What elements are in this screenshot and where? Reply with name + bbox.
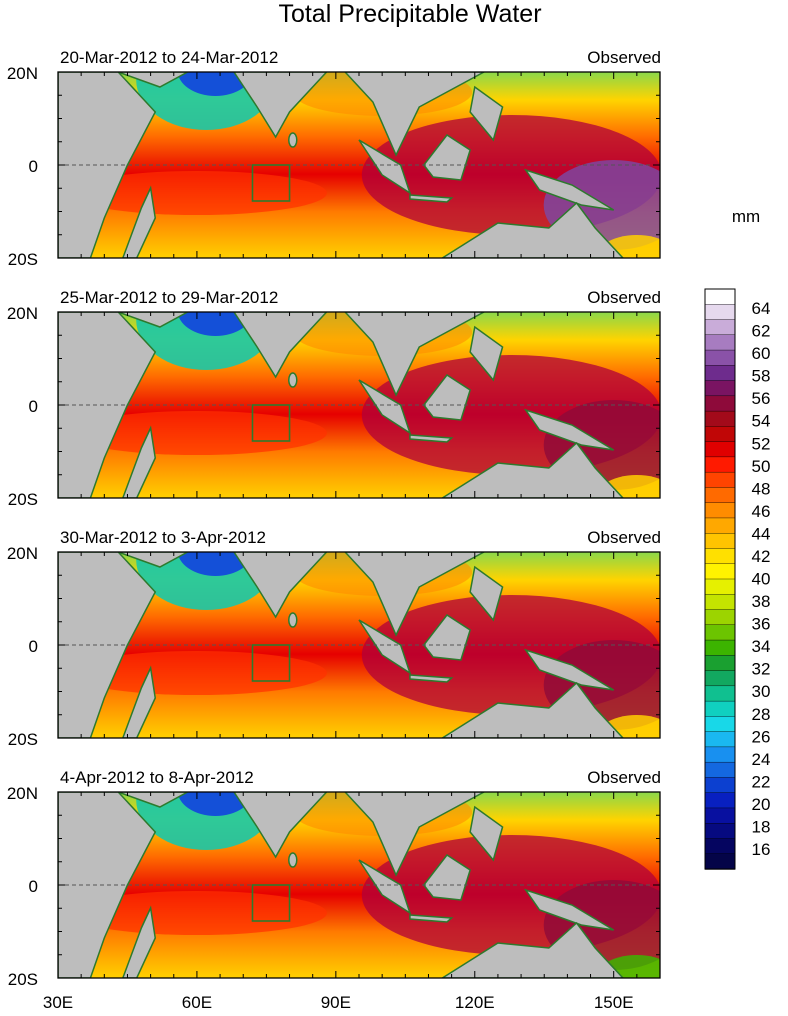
colorbar-tick-label: 40 bbox=[752, 570, 771, 589]
lat-label: 20S bbox=[8, 970, 38, 989]
lat-label: 0 bbox=[29, 637, 38, 656]
lon-label: 120E bbox=[455, 993, 495, 1012]
lat-label: 0 bbox=[29, 397, 38, 416]
colorbar-tick-label: 20 bbox=[752, 795, 771, 814]
lon-label: 90E bbox=[321, 993, 351, 1012]
colorbar-swatch bbox=[704, 700, 736, 718]
lat-label: 20N bbox=[7, 304, 38, 323]
colorbar-swatch bbox=[704, 533, 736, 550]
panel-observed-label: Observed bbox=[587, 528, 661, 547]
colorbar-tick-label: 16 bbox=[752, 840, 771, 859]
colorbar-swatch bbox=[704, 441, 736, 458]
colorbar-swatch bbox=[704, 792, 736, 809]
colorbar-tick-label: 50 bbox=[752, 457, 771, 476]
panel-date-range: 25-Mar-2012 to 29-Mar-2012 bbox=[60, 288, 278, 307]
colorbar: 64 62 60 58 56 54 52 50 48 46 44 42 40 38 36 34 32 30 28 26… bbox=[704, 288, 771, 870]
colorbar-swatch bbox=[704, 563, 736, 580]
lat-label: 0 bbox=[29, 877, 38, 896]
colorbar-swatch bbox=[704, 288, 736, 305]
colorbar-tick-label: 44 bbox=[752, 524, 771, 543]
lat-label: 0 bbox=[29, 157, 38, 176]
colorbar-tick-label: 34 bbox=[752, 637, 771, 656]
colorbar-swatch bbox=[704, 609, 736, 626]
lat-label: 20S bbox=[8, 730, 38, 749]
colorbar-swatch bbox=[704, 594, 736, 611]
lon-label: 30E bbox=[43, 993, 73, 1012]
colorbar-swatch bbox=[704, 502, 736, 519]
colorbar-swatch bbox=[704, 410, 736, 428]
panel-observed-label: Observed bbox=[587, 288, 661, 307]
lat-label: 20S bbox=[8, 250, 38, 269]
panel-observed-label: Observed bbox=[587, 48, 661, 67]
colorbar-swatch bbox=[704, 807, 736, 824]
lat-label: 20S bbox=[8, 490, 38, 509]
colorbar-tick-label: 36 bbox=[752, 615, 771, 634]
colorbar-swatch bbox=[704, 456, 736, 473]
colorbar-tick-label: 30 bbox=[752, 682, 771, 701]
lat-label: 20N bbox=[7, 544, 38, 563]
colorbar-swatch bbox=[704, 639, 736, 657]
colorbar-tick-label: 24 bbox=[752, 750, 771, 769]
lon-label: 150E bbox=[594, 993, 634, 1012]
lon-label: 60E bbox=[182, 993, 212, 1012]
colorbar-swatch bbox=[704, 761, 736, 779]
panel-date-range: 4-Apr-2012 to 8-Apr-2012 bbox=[60, 768, 254, 787]
panel-date-range: 20-Mar-2012 to 24-Mar-2012 bbox=[60, 48, 278, 67]
colorbar-tick-label: 62 bbox=[752, 322, 771, 341]
colorbar-swatch bbox=[704, 517, 736, 534]
colorbar-tick-label: 18 bbox=[752, 817, 771, 836]
colorbar-swatch bbox=[704, 853, 736, 870]
colorbar-tick-label: 42 bbox=[752, 547, 771, 566]
colorbar-tick-label: 38 bbox=[752, 592, 771, 611]
colorbar-swatch bbox=[704, 548, 736, 565]
colorbar-swatch bbox=[704, 777, 736, 794]
colorbar-tick-label: 26 bbox=[752, 727, 771, 746]
colorbar-swatch bbox=[704, 624, 736, 641]
colorbar-swatch bbox=[704, 731, 736, 748]
colorbar-tick-label: 64 bbox=[752, 299, 771, 318]
map-panel: 20N 0 20S 20-Mar-2012 to 24-Mar-2012 Observe… bbox=[7, 48, 661, 269]
map-panel: 20N 0 20S 4-Apr-2012 to 8-Apr-2012 Observed bbox=[7, 768, 661, 989]
colorbar-swatch bbox=[704, 319, 736, 336]
panel-date-range: 30-Mar-2012 to 3-Apr-2012 bbox=[60, 528, 266, 547]
colorbar-swatch bbox=[704, 471, 736, 489]
colorbar-tick-label: 22 bbox=[752, 772, 771, 791]
lat-label: 20N bbox=[7, 784, 38, 803]
colorbar-tick-label: 28 bbox=[752, 705, 771, 724]
colorbar-tick-label: 58 bbox=[752, 367, 771, 386]
colorbar-swatch bbox=[704, 578, 736, 595]
colorbar-swatch bbox=[704, 426, 736, 443]
colorbar-swatch bbox=[704, 395, 736, 412]
map-panel: 20N 0 20S 30-Mar-2012 to 3-Apr-2012 Observed bbox=[7, 528, 661, 749]
colorbar-swatch bbox=[704, 655, 736, 672]
colorbar-tick-label: 60 bbox=[752, 344, 771, 363]
colorbar-swatch bbox=[704, 685, 736, 702]
colorbar-tick-label: 52 bbox=[752, 434, 771, 453]
colorbar-tick-label: 46 bbox=[752, 502, 771, 521]
colorbar-swatch bbox=[704, 304, 736, 321]
colorbar-swatch bbox=[704, 380, 736, 397]
colorbar-swatch bbox=[704, 823, 736, 840]
colorbar-tick-label: 56 bbox=[752, 389, 771, 408]
figure-title: Total Precipitable Water bbox=[278, 0, 541, 28]
colorbar-tick-label: 54 bbox=[752, 412, 771, 431]
lat-label: 20N bbox=[7, 64, 38, 83]
colorbar-swatch bbox=[704, 365, 736, 382]
panel-observed-label: Observed bbox=[587, 768, 661, 787]
colorbar-swatch bbox=[704, 487, 736, 504]
colorbar-swatch bbox=[704, 670, 736, 687]
colorbar-swatch bbox=[704, 334, 736, 351]
colorbar-swatch bbox=[704, 716, 736, 733]
colorbar-tick-label: 32 bbox=[752, 660, 771, 679]
colorbar-swatch bbox=[704, 349, 736, 367]
colorbar-tick-label: 48 bbox=[752, 479, 771, 498]
colorbar-unit-label: mm bbox=[732, 207, 760, 226]
colorbar-swatch bbox=[704, 838, 736, 855]
colorbar-swatch bbox=[704, 746, 736, 763]
map-panel: 20N 0 20S 25-Mar-2012 to 29-Mar-2012 Observe… bbox=[7, 288, 661, 509]
